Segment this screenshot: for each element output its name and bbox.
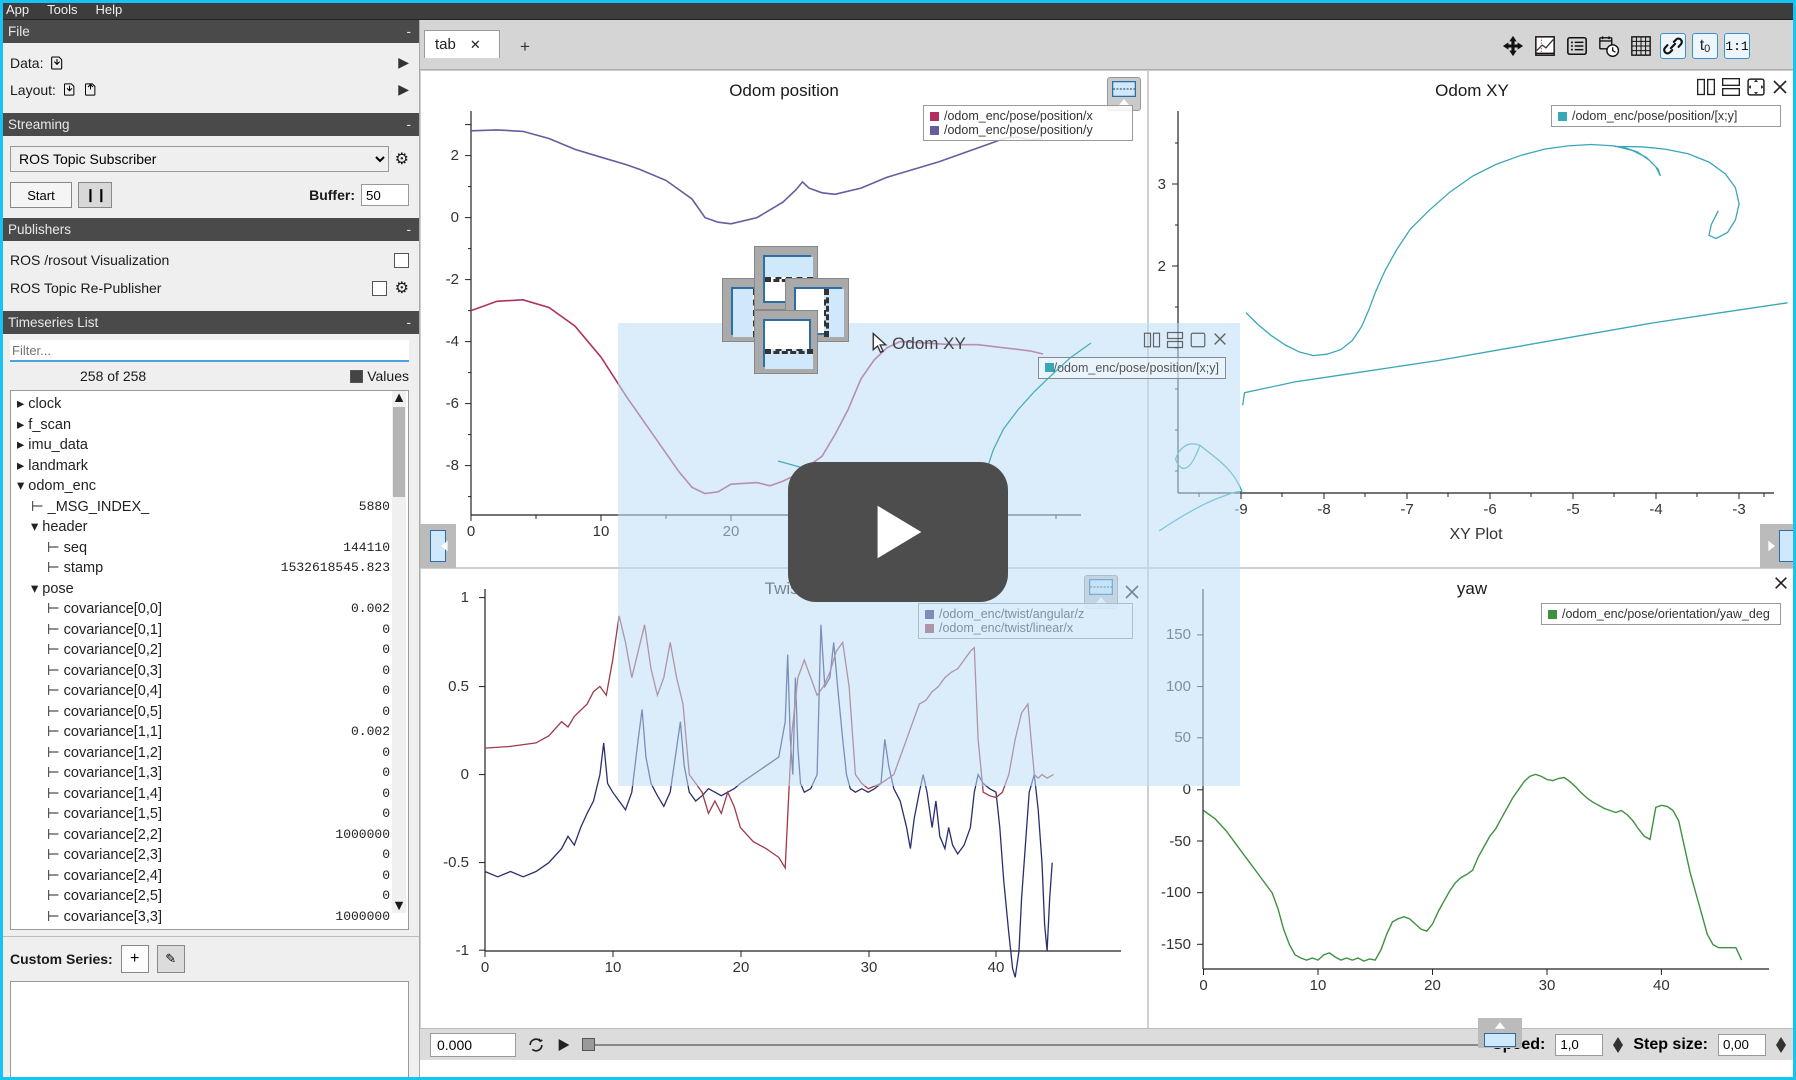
svg-text:30: 30 — [1539, 977, 1556, 994]
svg-text:-7: -7 — [1400, 501, 1413, 518]
svg-text:2: 2 — [1158, 258, 1166, 275]
svg-text:-50: -50 — [1169, 833, 1191, 850]
svg-text:-0.5: -0.5 — [443, 854, 469, 871]
svg-text:-150: -150 — [1161, 936, 1191, 953]
svg-text:0: 0 — [467, 523, 475, 540]
svg-text:0.5: 0.5 — [448, 678, 469, 695]
svg-text:40: 40 — [1653, 977, 1670, 994]
svg-text:10: 10 — [593, 523, 610, 540]
svg-text:-100: -100 — [1161, 884, 1191, 901]
svg-text:1: 1 — [461, 589, 469, 606]
svg-text:0: 0 — [1199, 977, 1207, 994]
svg-text:3: 3 — [1158, 176, 1166, 193]
svg-text:-4: -4 — [1649, 501, 1662, 518]
svg-text:0: 0 — [481, 959, 489, 976]
svg-text:0: 0 — [451, 209, 459, 226]
svg-text:-5: -5 — [1566, 501, 1579, 518]
svg-text:-8: -8 — [446, 457, 459, 474]
svg-text:XY Plot: XY Plot — [1449, 526, 1503, 543]
svg-text:2: 2 — [451, 147, 459, 164]
svg-text:-3: -3 — [1732, 501, 1745, 518]
svg-text:20: 20 — [1424, 977, 1441, 994]
svg-text:20: 20 — [733, 959, 750, 976]
svg-text:-4: -4 — [446, 333, 459, 350]
svg-text:-8: -8 — [1317, 501, 1330, 518]
svg-text:30: 30 — [861, 959, 878, 976]
svg-text:10: 10 — [1310, 977, 1327, 994]
svg-text:10: 10 — [605, 959, 622, 976]
svg-text:0: 0 — [461, 766, 469, 783]
svg-text:40: 40 — [988, 959, 1005, 976]
svg-text:-6: -6 — [1483, 501, 1496, 518]
svg-text:-2: -2 — [446, 271, 459, 288]
svg-text:-6: -6 — [446, 395, 459, 412]
svg-text:-1: -1 — [456, 942, 469, 959]
